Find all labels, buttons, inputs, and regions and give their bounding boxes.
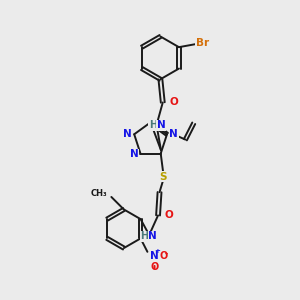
Text: N: N — [130, 149, 138, 159]
Text: N: N — [150, 251, 159, 261]
Text: N: N — [123, 129, 132, 139]
Text: CH₃: CH₃ — [90, 189, 107, 198]
Text: N: N — [169, 129, 178, 139]
Text: +: + — [154, 248, 160, 254]
Text: N: N — [148, 231, 157, 241]
Text: H: H — [149, 120, 157, 130]
Text: Br: Br — [196, 38, 209, 48]
Text: N: N — [157, 120, 165, 130]
Text: S: S — [159, 172, 167, 182]
Text: O: O — [159, 251, 168, 261]
Text: H: H — [140, 231, 148, 241]
Text: O: O — [150, 262, 159, 272]
Text: O: O — [169, 97, 178, 107]
Text: -: - — [165, 250, 168, 259]
Text: O: O — [165, 210, 174, 220]
